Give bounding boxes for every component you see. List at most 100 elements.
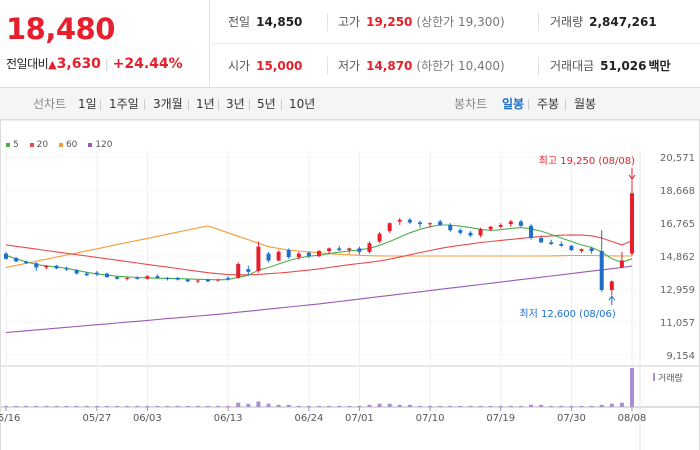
divider: [327, 57, 328, 75]
volume-bar: [619, 402, 624, 407]
volume-bar: [4, 405, 8, 407]
volume-bar: [529, 404, 534, 407]
period-3m-button[interactable]: 3개월: [153, 97, 183, 111]
candle-body: [155, 276, 160, 278]
period-10y-button[interactable]: 10년: [289, 97, 316, 111]
stat-volume: 거래량 2,847,261: [550, 0, 657, 44]
candle-body: [94, 272, 99, 275]
legend-label: 20: [36, 140, 49, 150]
legend-label: 60: [65, 140, 78, 150]
candle-daily-button[interactable]: 일봉: [502, 97, 525, 111]
candle-body: [14, 257, 19, 262]
candle-body: [387, 223, 392, 232]
candle-body: [367, 243, 372, 252]
axes: 20,571 18,668 16,765 14,862 12,959 11,057 9,15…: [0, 153, 695, 424]
candle-body: [276, 251, 281, 261]
candle-body: [488, 226, 493, 230]
legend-swatch: [58, 142, 63, 147]
volume-bar: [468, 405, 473, 407]
grid: [0, 120, 700, 450]
candle-body: [165, 277, 170, 279]
period-3y-button[interactable]: 3년: [226, 97, 245, 111]
y-tick-label: 9,154: [666, 351, 695, 362]
candle-body: [458, 230, 463, 233]
high-annotation: 최고 19,250 (08/08): [539, 155, 635, 167]
candle-body: [135, 277, 140, 279]
candle-body: [24, 261, 29, 264]
volume-bar: [397, 404, 402, 407]
change-row: 전일대비▲3,630 | +24.44%: [6, 55, 183, 72]
candle-body: [226, 277, 231, 279]
separator: [281, 99, 282, 110]
separator: [218, 99, 219, 110]
candle-body: [579, 249, 584, 252]
up-arrow-icon: ▲: [48, 58, 57, 71]
volume-bar: [367, 404, 372, 407]
x-tick-label: 06/13: [214, 413, 243, 424]
candle-body: [417, 222, 422, 225]
line-chart-label: 선차트: [33, 97, 67, 111]
x-tick-label: 06/03: [133, 413, 162, 424]
legend-label: 120: [95, 140, 113, 150]
volume-bar: [478, 405, 483, 407]
period-5y-button[interactable]: 5년: [257, 97, 276, 111]
stats-row-2: 시가 15,000 저가 14,870 (하한가 10,400) 거래대금 51,026…: [211, 44, 700, 88]
candle-weekly-button[interactable]: 주봉: [537, 97, 560, 111]
candle-body: [34, 263, 39, 268]
period-1w-button[interactable]: 1주일: [109, 97, 139, 111]
stat-low: 저가 14,870 (하한가 10,400): [338, 44, 505, 88]
volume-bar: [54, 405, 59, 407]
volume-bar: [216, 405, 221, 407]
period-1d-button[interactable]: 1일: [78, 97, 97, 111]
volume-bar: [175, 405, 180, 407]
candle-body: [407, 219, 412, 223]
ma120-line: [5, 265, 633, 334]
volume-bar: [428, 405, 433, 407]
volume-bar: [539, 404, 544, 407]
stat-label: 거래대금: [550, 59, 595, 73]
separator: [528, 99, 529, 110]
candle-monthly-button[interactable]: 월봉: [574, 97, 597, 111]
candle-body: [195, 280, 200, 282]
stat-prev-close: 전일 14,850: [228, 0, 302, 44]
stat-value: 14,870: [366, 59, 413, 73]
divider: [538, 57, 539, 75]
candle-body: [185, 279, 190, 282]
candle-body: [337, 248, 342, 251]
divider: [538, 13, 539, 31]
volume-bar: [317, 405, 321, 407]
legend-swatch: [6, 142, 10, 147]
candle-body: [357, 248, 362, 252]
volume-bar: [125, 405, 130, 407]
y-tick-label: 18,668: [660, 186, 695, 197]
candle-body: [549, 242, 554, 245]
current-price-box: 18,480 전일대비▲3,630 | +24.44%: [0, 0, 210, 88]
candle-body: [317, 251, 321, 257]
chart-toolbar: 선차트 1일 1주일 3개월 1년 3년 5년 10년 봉차트 일봉 주봉 월봉: [0, 88, 700, 120]
legend-ma20: 20: [29, 140, 49, 150]
ma-legend: 5 20 60 120: [6, 140, 120, 150]
volume-bar: [205, 405, 210, 407]
candle-body: [498, 225, 503, 227]
candle-body: [216, 279, 221, 281]
stock-chart[interactable]: 거래량 20,571 18,668 16,765 14,862 12,959 11,057…: [0, 120, 700, 450]
volume-bar: [84, 405, 89, 407]
stat-label: 저가: [338, 59, 361, 73]
stat-label: 시가: [228, 59, 251, 73]
candle-body: [84, 273, 89, 276]
volume-bar: [155, 405, 160, 407]
candles: [4, 179, 634, 296]
candle-body: [104, 273, 109, 278]
volume-bar: [115, 405, 120, 407]
candle-body: [630, 193, 634, 254]
separator: [565, 99, 566, 110]
candle-body: [145, 276, 150, 279]
stat-value: 2,847,261: [589, 15, 657, 29]
volume-bars: 거래량: [4, 368, 683, 407]
volume-bar: [569, 405, 574, 407]
volume-bar: [407, 404, 412, 407]
separator: [249, 99, 250, 110]
volume-bar: [306, 405, 311, 407]
period-1y-button[interactable]: 1년: [196, 97, 215, 111]
candle-body: [256, 246, 261, 271]
